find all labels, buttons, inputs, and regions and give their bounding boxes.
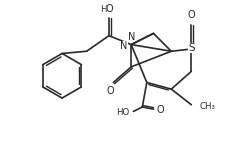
Text: O: O xyxy=(187,10,195,20)
Text: H: H xyxy=(100,5,107,14)
Text: O: O xyxy=(156,105,164,115)
Text: N: N xyxy=(121,41,128,51)
Text: O: O xyxy=(106,86,114,96)
Text: HO: HO xyxy=(116,108,129,117)
Text: S: S xyxy=(188,43,195,53)
Text: N: N xyxy=(128,32,135,42)
Text: O: O xyxy=(105,4,113,14)
Text: CH₃: CH₃ xyxy=(199,102,215,112)
